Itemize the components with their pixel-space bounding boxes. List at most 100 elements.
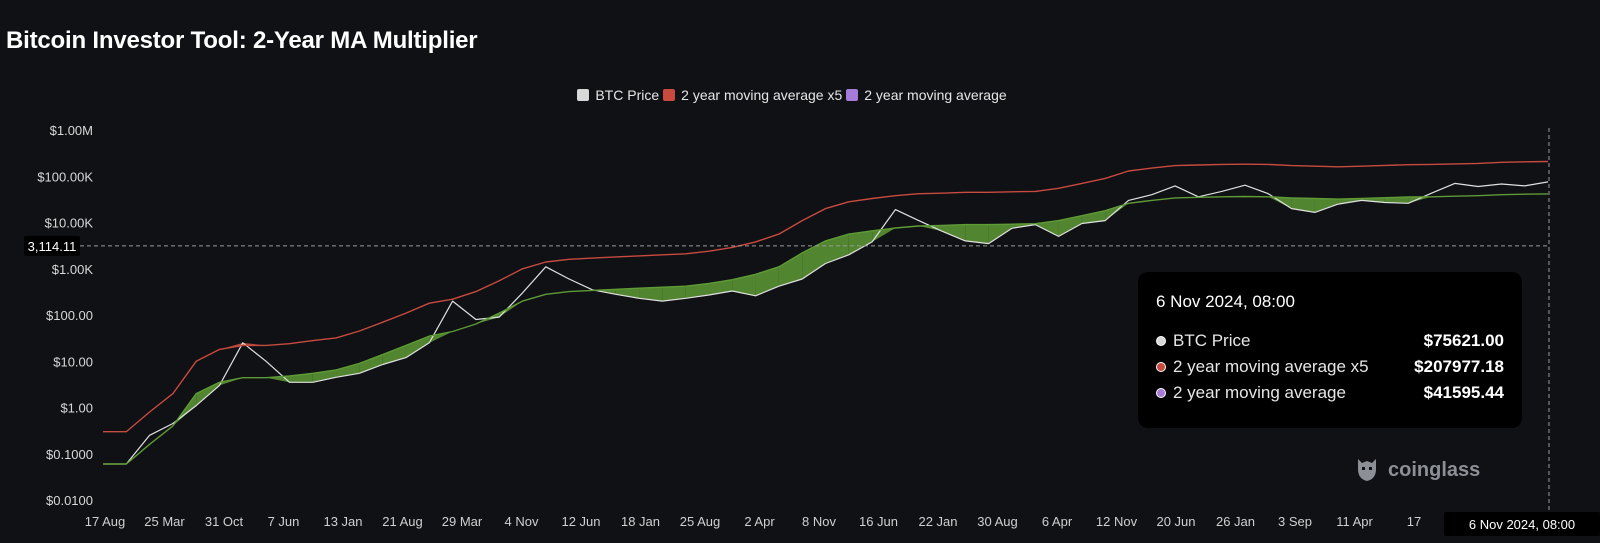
legend-item-btc-price[interactable]: BTC Price bbox=[577, 87, 659, 103]
x-tick-label: 30 Aug bbox=[977, 514, 1018, 529]
x-tick-label: 20 Jun bbox=[1156, 514, 1195, 529]
tooltip-dot-icon bbox=[1156, 336, 1166, 346]
tooltip-label: BTC Price bbox=[1173, 331, 1251, 350]
x-tick-label: 11 Apr bbox=[1336, 514, 1373, 529]
tooltip-label: 2 year moving average bbox=[1173, 383, 1346, 402]
y-tick-label: $1.00M bbox=[50, 123, 93, 138]
fill-above-ma-x5 bbox=[219, 342, 243, 350]
legend-label-btc-price: BTC Price bbox=[595, 87, 660, 103]
legend-swatch-ma-x5 bbox=[663, 89, 676, 101]
x-tick-label: 17 Aug bbox=[85, 514, 126, 529]
page-title: Bitcoin Investor Tool: 2-Year MA Multipl… bbox=[6, 27, 478, 54]
legend-swatch-ma bbox=[846, 89, 859, 101]
fill-below-ma bbox=[359, 354, 383, 374]
fill-below-ma bbox=[1314, 198, 1339, 213]
crosshair-y-label-box bbox=[24, 235, 80, 256]
fill-below-ma bbox=[405, 336, 430, 358]
x-tick-label: 3 Sep bbox=[1278, 514, 1312, 529]
fill-below-ma bbox=[1105, 203, 1129, 221]
fill-below-ma bbox=[942, 224, 966, 241]
tooltip-row: 2 year moving average $41595.44 bbox=[1156, 380, 1504, 406]
fill-below-ma bbox=[918, 225, 943, 232]
legend-item-ma[interactable]: 2 year moving average bbox=[846, 87, 1007, 103]
legend-label-ma: 2 year moving average bbox=[864, 87, 1007, 103]
y-tick-label: $1.00K bbox=[52, 262, 94, 277]
tooltip-panel: 6 Nov 2024, 08:00 BTC Price $75621.00 2 ye… bbox=[1138, 272, 1522, 428]
fill-below-ma bbox=[685, 283, 709, 299]
fill-below-ma bbox=[219, 377, 243, 386]
x-tick-label: 18 Jan bbox=[621, 514, 660, 529]
legend-swatch-btc-price bbox=[577, 89, 590, 101]
x-tick-label: 13 Jan bbox=[323, 514, 362, 529]
x-tick-label: 17 bbox=[1407, 514, 1421, 529]
fill-below-ma bbox=[1081, 210, 1106, 224]
chart-legend: BTC Price 2 year moving average x5 2 yea… bbox=[0, 87, 1600, 103]
tooltip-value: $41595.44 bbox=[1423, 383, 1504, 402]
x-tick-label: 4 Nov bbox=[505, 514, 539, 529]
watermark-text: coinglass bbox=[1388, 458, 1481, 481]
series-line-ma bbox=[103, 193, 1549, 465]
x-tick-label: 29 Mar bbox=[442, 514, 483, 529]
crosshair-x-label-box bbox=[1444, 512, 1600, 536]
series-line-btc-price bbox=[103, 181, 1549, 465]
fill-below-ma bbox=[615, 288, 640, 299]
tooltip-row: BTC Price $75621.00 bbox=[1156, 328, 1504, 354]
y-axis-ticks: $1.00M $100.00K $10.00K $1.00K $100.00 $10.00… bbox=[37, 123, 93, 508]
tooltip-label: 2 year moving average x5 bbox=[1173, 357, 1369, 376]
crosshair-x-label: 6 Nov 2024, 08:00 bbox=[1469, 517, 1575, 532]
fill-below-ma bbox=[639, 287, 663, 302]
fill-below-ma bbox=[1291, 197, 1315, 213]
tooltip-dot-icon bbox=[1156, 388, 1166, 398]
y-tick-label: $0.0100 bbox=[46, 493, 93, 508]
legend-label-ma-x5: 2 year moving average x5 bbox=[681, 87, 843, 103]
x-tick-label: 7 Jun bbox=[268, 514, 300, 529]
x-tick-label: 8 Nov bbox=[802, 514, 836, 529]
fill-below-ma bbox=[778, 252, 803, 287]
fill-below-ma bbox=[1268, 196, 1292, 209]
fill-below-ma bbox=[708, 279, 733, 296]
fill-below-ma bbox=[965, 224, 989, 244]
fill-below-ma bbox=[1384, 196, 1409, 204]
fill-below-ma bbox=[825, 234, 849, 264]
y-tick-label: $0.1000 bbox=[46, 447, 93, 462]
fill-below-ma bbox=[732, 274, 756, 296]
chart-series-lines bbox=[103, 160, 1549, 465]
x-tick-label: 26 Jan bbox=[1216, 514, 1255, 529]
fill-below-ma bbox=[988, 224, 1012, 244]
y-tick-label: $100.00K bbox=[37, 169, 93, 184]
x-axis-ticks: 17 Aug 25 Mar 31 Oct 7 Jun 13 Jan 21 Aug 29 Ma… bbox=[85, 514, 1421, 529]
y-tick-label: $10.00K bbox=[45, 216, 94, 231]
tooltip-dot-icon bbox=[1156, 362, 1166, 372]
y-tick-label: $10.00 bbox=[53, 354, 93, 369]
fill-below-ma bbox=[848, 230, 873, 255]
fill-below-ma bbox=[499, 301, 523, 318]
x-tick-label: 16 Jun bbox=[859, 514, 898, 529]
x-tick-label: 22 Jan bbox=[918, 514, 957, 529]
tooltip-row: 2 year moving average x5 $207977.18 bbox=[1156, 354, 1504, 380]
legend-item-ma-x5[interactable]: 2 year moving average x5 bbox=[663, 87, 842, 103]
fill-below-ma bbox=[872, 228, 896, 242]
chart-fill-areas bbox=[172, 196, 1432, 426]
x-tick-label: 12 Nov bbox=[1096, 514, 1138, 529]
fill-below-ma bbox=[662, 286, 686, 302]
x-tick-label: 2 Apr bbox=[744, 514, 775, 529]
watermark: coinglass bbox=[1352, 455, 1480, 485]
series-line-ma-x5 bbox=[103, 160, 1549, 433]
fill-below-ma bbox=[1058, 215, 1082, 237]
fill-below-ma bbox=[429, 331, 453, 343]
tooltip-value: $207977.18 bbox=[1414, 357, 1504, 376]
tooltip-title: 6 Nov 2024, 08:00 bbox=[1156, 292, 1295, 311]
y-tick-label: $1.00 bbox=[60, 401, 93, 416]
x-tick-label: 25 Aug bbox=[680, 514, 721, 529]
coinglass-logo-icon bbox=[1358, 459, 1376, 481]
tooltip-value: $75621.00 bbox=[1423, 331, 1504, 350]
x-tick-label: 21 Aug bbox=[382, 514, 423, 529]
x-tick-label: 6 Apr bbox=[1042, 514, 1073, 529]
y-tick-label: $100.00 bbox=[46, 308, 93, 323]
crosshair: 3,114.11 6 Nov 2024, 08:00 bbox=[24, 128, 1600, 536]
fill-below-ma bbox=[1408, 196, 1432, 204]
crosshair-y-label: 3,114.11 bbox=[28, 239, 77, 254]
x-tick-label: 12 Jun bbox=[561, 514, 600, 529]
fill-below-ma bbox=[1035, 220, 1059, 237]
